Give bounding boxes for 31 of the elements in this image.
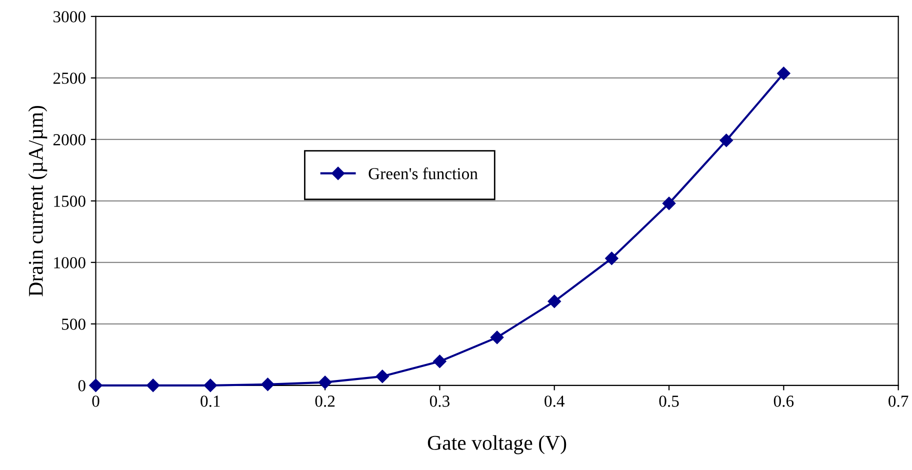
y-axis-title: Drain current (µA/µm): [28, 106, 48, 296]
point: [204, 378, 217, 392]
point: [777, 66, 790, 80]
x-tick-label: 0.6: [774, 396, 794, 407]
y-tick-label: 2500: [53, 72, 86, 84]
x-axis-title: Gate voltage (V): [428, 435, 566, 454]
y-tick-label: 500: [62, 318, 86, 330]
x-tick-label: 0.5: [659, 396, 679, 407]
point: [720, 134, 733, 148]
point: [605, 252, 618, 265]
point: [146, 378, 160, 392]
x-tick-label: 0.3: [430, 396, 450, 407]
x-tick-label: 0: [92, 396, 100, 407]
point: [490, 330, 504, 344]
point: [89, 378, 102, 392]
y-tick-label: 2000: [53, 134, 86, 146]
y-tick-label: 3000: [54, 11, 86, 22]
y-tick-label: 1500: [54, 196, 86, 207]
x-tick-label: 0.1: [200, 396, 220, 407]
point: [548, 294, 561, 308]
x-tick-label: 0.2: [315, 396, 335, 407]
y-tick-label: 0: [78, 380, 86, 392]
point: [376, 370, 389, 384]
point: [433, 354, 446, 368]
y-tick-label: 1000: [54, 257, 86, 268]
point: [662, 196, 676, 210]
x-tick-label: 0.7: [888, 396, 908, 407]
point: [261, 378, 274, 392]
point: [318, 376, 332, 389]
x-tick-label: 0.4: [544, 396, 565, 407]
legend-label: Green's function: [368, 167, 478, 180]
